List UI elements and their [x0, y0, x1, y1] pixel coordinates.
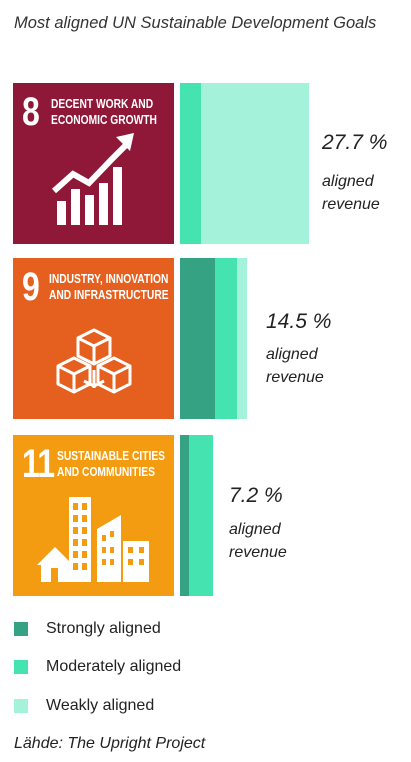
sdg-tile-8: 8 DECENT WORK AND ECONOMIC GROWTH — [13, 83, 174, 244]
city-icon — [37, 497, 149, 582]
bar-segment-moderately-1 — [180, 83, 201, 244]
sdg-name: INDUSTRY, INNOVATION AND INFRASTRUCTURE — [49, 272, 169, 302]
legend-label: Strongly aligned — [46, 620, 161, 637]
legend-swatch — [14, 622, 28, 636]
total-label-sdg-11: 7.2 % — [229, 484, 283, 507]
bar-segment-strongly-2 — [180, 258, 215, 419]
bar-segment-weakly-2 — [237, 258, 248, 419]
value-caption-sdg-9: aligned revenue — [266, 346, 324, 386]
chart-title: Most aligned UN Sustainable Development … — [14, 14, 377, 32]
legend-label: Moderately aligned — [46, 658, 182, 675]
bar-segment-moderately-2 — [214, 258, 238, 419]
value-caption-sdg-8: aligned revenue — [322, 173, 380, 213]
sdg-tile-11: 11 SUSTAINABLE CITIES AND COMMUNITIES — [13, 435, 174, 596]
legend-swatch — [14, 660, 28, 674]
bar-segment-moderately-3 — [189, 435, 214, 596]
sdg-number: 8 — [22, 90, 40, 134]
sdg-name: SUSTAINABLE CITIES AND COMMUNITIES — [57, 449, 166, 479]
bar-segment-weakly-1 — [200, 83, 309, 244]
bar-segment-strongly-3 — [180, 435, 190, 596]
total-label-sdg-9: 14.5 % — [266, 310, 332, 333]
sdg-number: 11 — [22, 442, 55, 486]
sdg-name: DECENT WORK AND ECONOMIC GROWTH — [51, 97, 157, 127]
value-caption-sdg-11: aligned revenue — [229, 521, 287, 561]
total-label-sdg-8: 27.7 % — [322, 131, 388, 154]
legend-label: Weakly aligned — [46, 697, 155, 714]
source-note: Lähde: The Upright Project — [14, 735, 206, 752]
sdg-tile-9: 9 INDUSTRY, INNOVATION AND INFRASTRUCTUR… — [13, 258, 174, 419]
legend-swatch — [14, 699, 28, 713]
growth-chart-icon — [51, 133, 134, 225]
cubes-icon — [56, 328, 132, 394]
sdg-number: 9 — [22, 265, 40, 309]
